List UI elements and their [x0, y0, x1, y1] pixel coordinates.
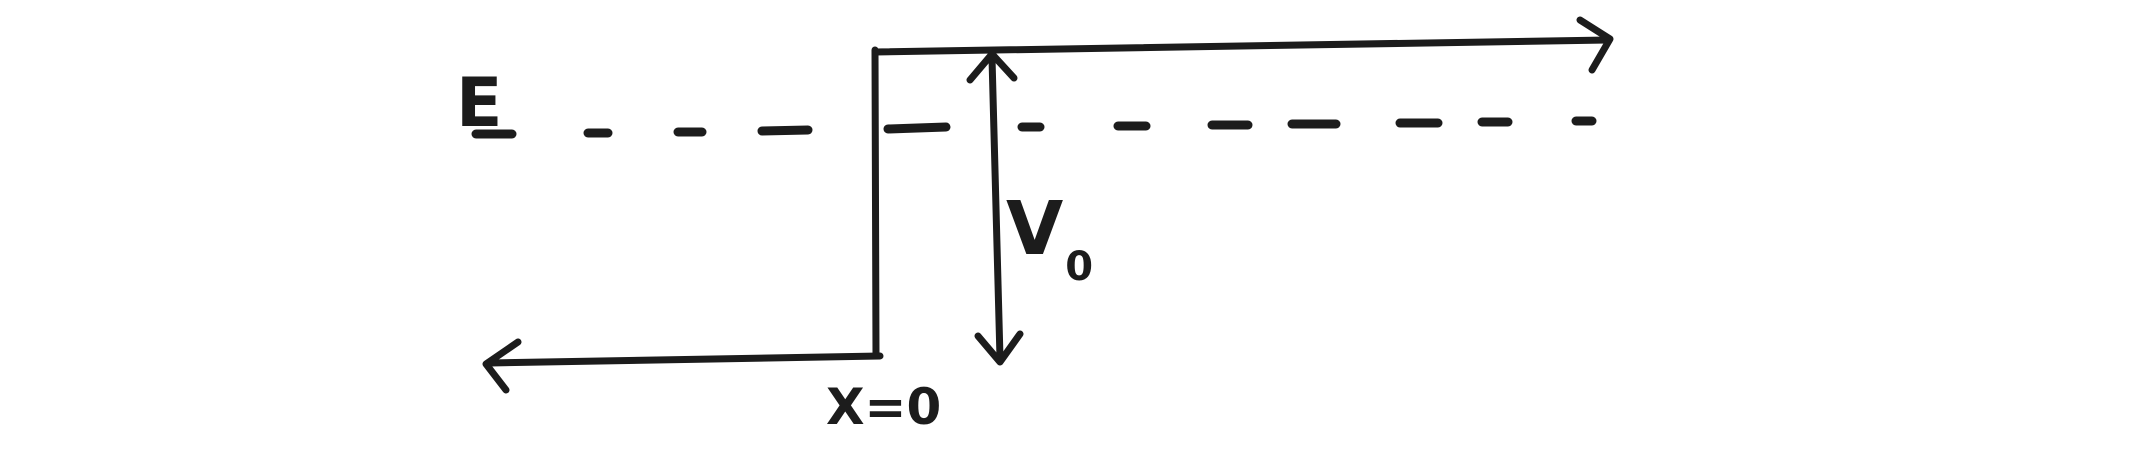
energy-label: E — [456, 64, 503, 143]
potential-label: V0 — [1006, 192, 1093, 287]
v0-arrow-shaft — [988, 54, 1004, 362]
potential-label-main: V — [1006, 186, 1064, 272]
v0-arrow-head-top — [966, 50, 1018, 84]
energy-dash — [757, 125, 813, 136]
upper-plateau-arrowhead — [1576, 16, 1614, 74]
position-label: X=0 — [826, 378, 942, 436]
energy-level-dashed-line — [471, 116, 1597, 139]
lower-axis-arrowhead — [482, 338, 522, 394]
potential-label-subscript: 0 — [1065, 244, 1094, 290]
lower-axis-line — [486, 352, 884, 367]
energy-dash — [883, 122, 951, 134]
step-wall — [871, 46, 880, 360]
v0-arrow-head-bottom — [974, 330, 1024, 366]
upper-plateau-line — [871, 36, 1612, 56]
